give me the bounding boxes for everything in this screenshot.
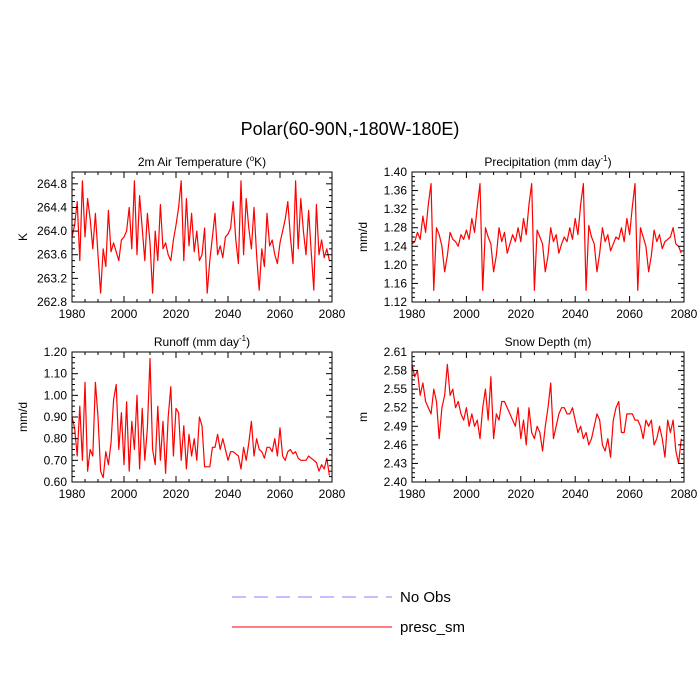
y-tick-label: 1.40	[384, 165, 408, 179]
legend-label: No Obs	[400, 589, 451, 606]
panel-title: Precipitation (mm day-1)	[484, 154, 611, 169]
y-tick-label: 1.10	[44, 367, 68, 381]
x-tick-label: 2060	[267, 307, 294, 321]
y-tick-label: 263.6	[37, 248, 67, 262]
x-tick-label: 1980	[59, 487, 86, 501]
y-tick-label: 0.80	[44, 432, 68, 446]
y-tick-label: 264.4	[37, 200, 67, 214]
y-tick-label: 2.40	[384, 475, 408, 489]
panel-2: 1980 2000 2020 2040 2060 2080 1.12 1.16 1.20 1.24…	[356, 154, 698, 321]
y-tick-label: 1.24	[384, 239, 408, 253]
x-tick-label: 1980	[399, 487, 426, 501]
x-tick-label: 2080	[319, 487, 346, 501]
x-tick-label: 2000	[111, 487, 138, 501]
panel-title: Snow Depth (m)	[505, 335, 592, 349]
series-line-presc_sm	[412, 363, 682, 465]
x-tick-label: 2020	[507, 487, 534, 501]
y-axis-label: mm/d	[16, 402, 30, 432]
y-axis-label: mm/d	[356, 222, 370, 252]
y-tick-label: 2.55	[384, 382, 408, 396]
y-tick-label: 264.0	[37, 224, 67, 238]
y-tick-label: 2.58	[384, 364, 408, 378]
x-tick-label: 1980	[59, 307, 86, 321]
x-tick-label: 2080	[671, 307, 698, 321]
y-tick-label: 2.46	[384, 438, 408, 452]
legend: No Obs presc_sm	[232, 589, 465, 636]
x-tick-label: 2040	[562, 307, 589, 321]
y-tick-label: 2.61	[384, 345, 408, 359]
x-tick-label: 2060	[616, 487, 643, 501]
x-tick-label: 2060	[616, 307, 643, 321]
figure-title: Polar(60-90N,-180W-180E)	[241, 119, 460, 139]
y-axis-label: m	[356, 412, 370, 422]
x-tick-label: 2040	[215, 487, 242, 501]
y-tick-label: 2.49	[384, 419, 408, 433]
series-line-presc_sm	[72, 357, 330, 479]
y-tick-label: 1.28	[384, 221, 408, 235]
y-tick-label: 263.2	[37, 271, 67, 285]
x-tick-label: 2020	[163, 307, 190, 321]
x-tick-label: 2060	[267, 487, 294, 501]
series-line-presc_sm	[412, 183, 682, 291]
y-tick-label: 1.12	[384, 295, 408, 309]
y-tick-label: 262.8	[37, 295, 67, 309]
x-tick-label: 2000	[453, 487, 480, 501]
x-tick-label: 2080	[319, 307, 346, 321]
y-tick-label: 0.60	[44, 475, 68, 489]
x-tick-label: 2040	[562, 487, 589, 501]
series-line-presc_sm	[72, 180, 330, 294]
y-tick-label: 1.16	[384, 276, 408, 290]
y-tick-label: 2.43	[384, 456, 408, 470]
panel-1: 1980 2000 2020 2040 2060 2080 262.8 263.2 263.6 2…	[16, 154, 346, 321]
y-tick-label: 1.00	[44, 388, 68, 402]
legend-label: presc_sm	[400, 619, 465, 636]
x-tick-label: 2000	[453, 307, 480, 321]
panel-4: 1980 2000 2020 2040 2060 2080 2.40 2.43 2.46 2.49…	[356, 335, 698, 501]
y-tick-label: 264.8	[37, 177, 67, 191]
y-axis-label: K	[16, 233, 30, 241]
x-tick-label: 2040	[215, 307, 242, 321]
y-tick-label: 0.90	[44, 410, 68, 424]
y-tick-label: 1.20	[44, 345, 68, 359]
x-tick-label: 1980	[399, 307, 426, 321]
panel-3: 1980 2000 2020 2040 2060 2080 0.60 0.70 0.80 0.90…	[16, 334, 346, 501]
y-tick-label: 1.36	[384, 184, 408, 198]
x-tick-label: 2020	[507, 307, 534, 321]
y-tick-label: 0.70	[44, 453, 68, 467]
panel-title: 2m Air Temperature (oK)	[138, 154, 266, 169]
x-tick-label: 2080	[671, 487, 698, 501]
y-tick-label: 2.52	[384, 401, 408, 415]
x-tick-label: 2000	[111, 307, 138, 321]
x-tick-label: 2020	[163, 487, 190, 501]
panels: 1980 2000 2020 2040 2060 2080 262.8 263.2 263.6 2…	[16, 154, 698, 501]
panel-title: Runoff (mm day-1)	[154, 334, 250, 349]
y-tick-label: 1.32	[384, 202, 408, 216]
y-tick-label: 1.20	[384, 258, 408, 272]
